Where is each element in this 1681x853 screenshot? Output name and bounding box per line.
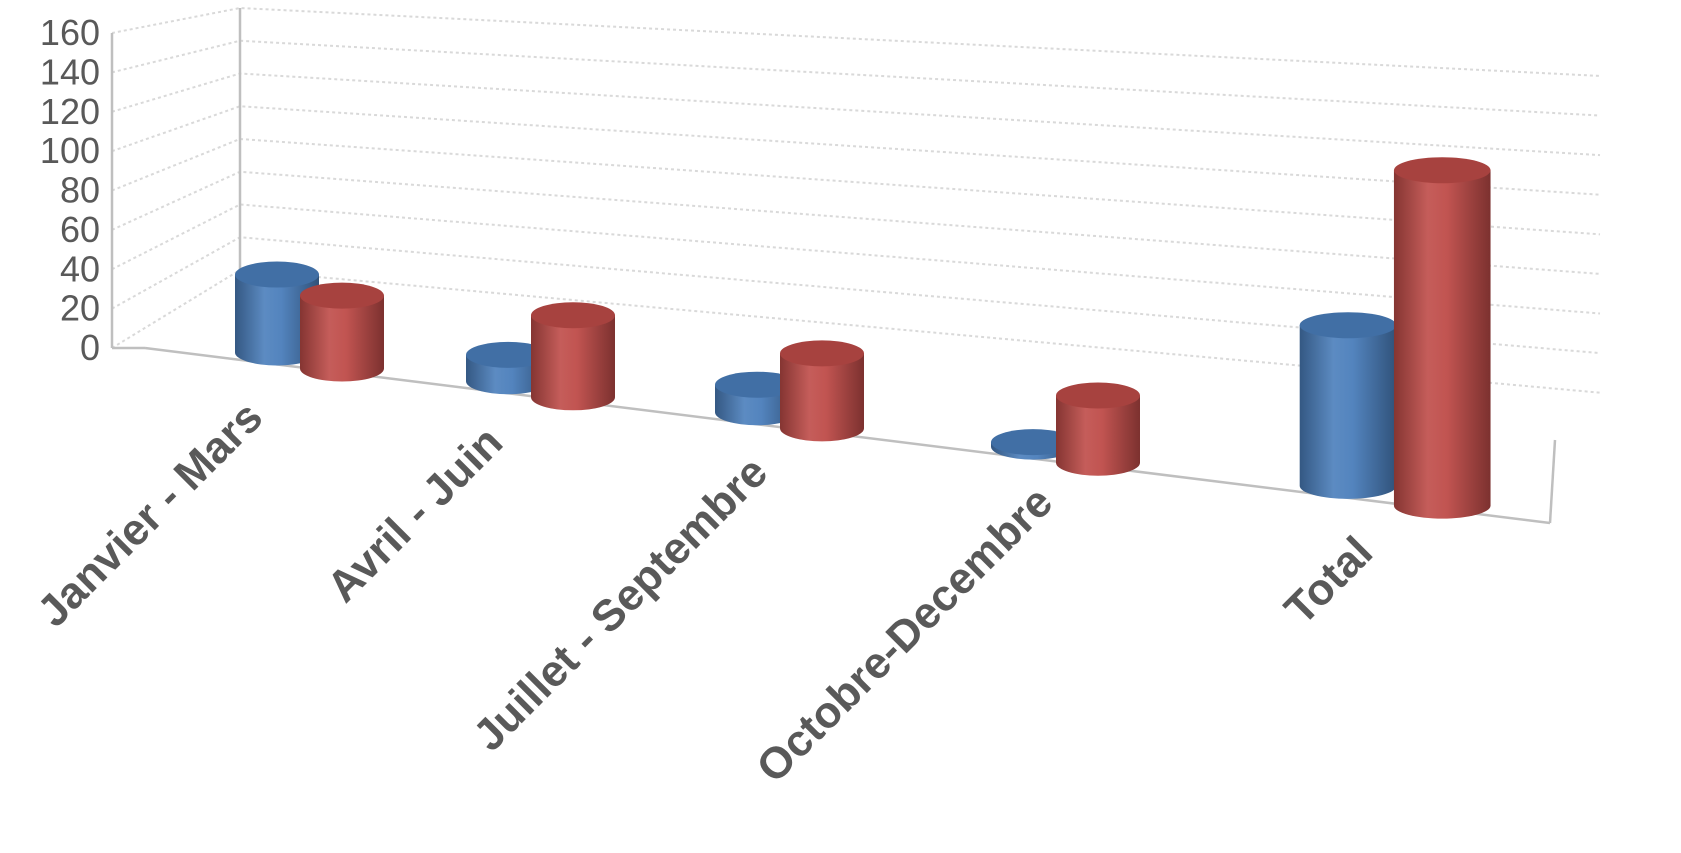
bar-top <box>1056 382 1140 409</box>
bar-top <box>780 340 864 367</box>
bar-1-2 <box>780 340 864 442</box>
bar-body <box>1299 325 1397 499</box>
y-tick-label: 120 <box>40 91 100 132</box>
x-category-label: Juillet - Septembre <box>464 447 777 760</box>
bar-1-3 <box>1056 382 1140 476</box>
bar-body <box>780 353 864 442</box>
bar-1-4 <box>1393 157 1491 519</box>
x-category-label: Total <box>1275 527 1382 634</box>
bar-body <box>300 295 384 382</box>
bar-body <box>1393 170 1491 519</box>
bar-body <box>531 315 615 411</box>
x-category-label: Octobre-Decembre <box>747 477 1062 792</box>
x-category-label: Avril - Juin <box>318 417 512 611</box>
bar-0-1 <box>466 341 550 395</box>
gridline <box>111 39 1601 117</box>
bar-top <box>1299 312 1397 339</box>
y-tick-label: 100 <box>40 130 100 171</box>
bar-top <box>991 429 1075 456</box>
gridline <box>111 170 1601 275</box>
gridline <box>111 268 1601 394</box>
bar-top <box>235 261 319 288</box>
bar-top <box>466 341 550 368</box>
y-tick-label: 60 <box>60 209 100 250</box>
bar-body <box>235 274 319 366</box>
bar-0-2 <box>715 371 799 426</box>
gridline <box>111 6 1601 77</box>
bar-1-1 <box>531 302 615 411</box>
y-tick-label: 40 <box>60 248 100 289</box>
bar-body <box>1056 395 1140 476</box>
bar-0-0 <box>235 261 319 366</box>
bar-top <box>300 282 384 309</box>
y-tick-label: 20 <box>60 288 100 329</box>
bar-0-4 <box>1299 312 1397 499</box>
bar-top <box>1393 157 1491 184</box>
bar-top <box>531 302 615 329</box>
y-tick-label: 160 <box>40 12 100 53</box>
y-tick-label: 140 <box>40 51 100 92</box>
floor-right-edge <box>1548 439 1557 524</box>
bar-0-3 <box>991 429 1075 460</box>
gridline <box>111 72 1601 157</box>
y-tick-label: 80 <box>60 170 100 211</box>
bar-top <box>715 371 799 398</box>
bar-1-0 <box>300 282 384 382</box>
gridline <box>111 137 1601 236</box>
bars <box>235 157 1491 519</box>
gridline <box>111 105 1601 196</box>
x-category-label: Janvier - Mars <box>28 392 272 636</box>
y-tick-label: 0 <box>80 327 100 368</box>
